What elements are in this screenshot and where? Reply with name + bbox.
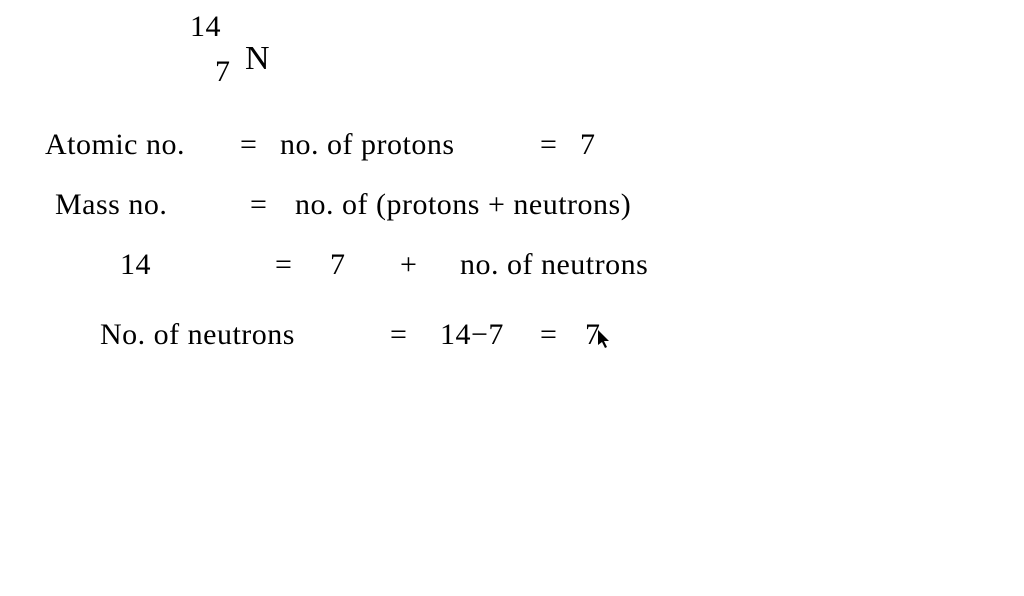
cursor-icon — [598, 330, 614, 350]
equals-1b: = — [540, 128, 557, 162]
equals-4a: = — [390, 318, 407, 352]
no-of-neutrons-label: No. of neutrons — [100, 318, 295, 352]
seven-term: 7 — [330, 248, 346, 282]
equals-4b: = — [540, 318, 557, 352]
mass-number: 14 — [190, 10, 221, 44]
atomic-number: 7 — [215, 55, 231, 89]
element-symbol: N — [245, 40, 270, 78]
protons-value: 7 — [580, 128, 596, 162]
mass-no-label: Mass no. — [55, 188, 167, 222]
no-of-neutrons-term: no. of neutrons — [460, 248, 648, 282]
equals-3: = — [275, 248, 292, 282]
subtraction-expr: 14−7 — [440, 318, 504, 352]
no-of-protons-text: no. of protons — [280, 128, 455, 162]
mass-14: 14 — [120, 248, 151, 282]
handwritten-work: 14 7 N Atomic no. = no. of protons = 7 M… — [0, 0, 1024, 596]
plus-sign: + — [400, 248, 417, 282]
equals-2: = — [250, 188, 267, 222]
atomic-no-label: Atomic no. — [45, 128, 185, 162]
protons-plus-neutrons-text: no. of (protons + neutrons) — [295, 188, 631, 222]
equals-1a: = — [240, 128, 257, 162]
